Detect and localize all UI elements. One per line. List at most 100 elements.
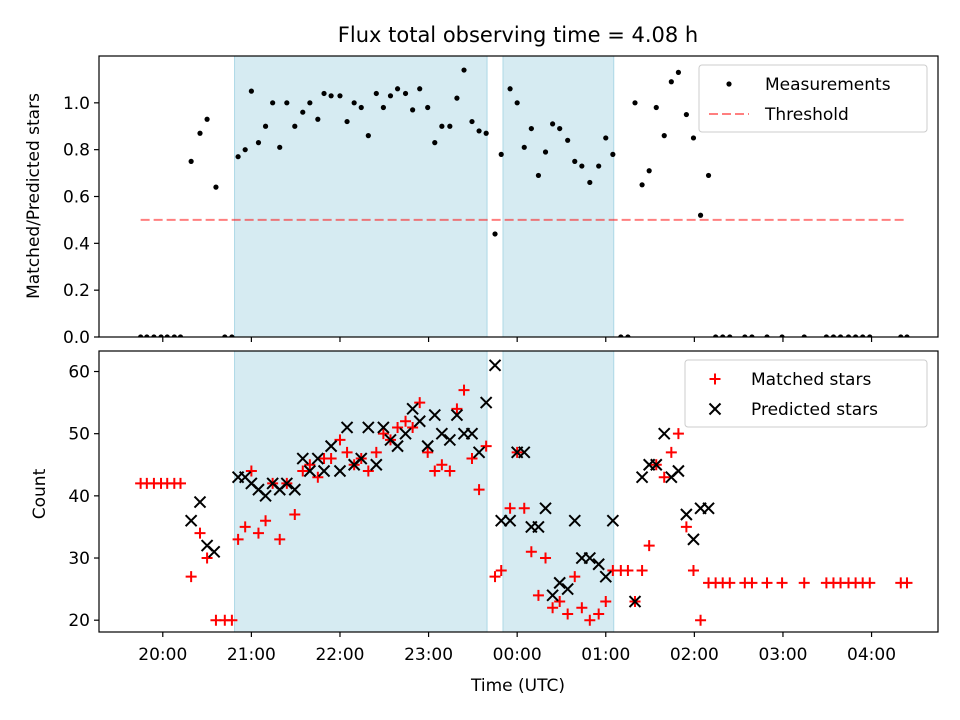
predicted-stars-point	[370, 458, 383, 471]
measurements-point	[476, 128, 482, 134]
predicted-stars-legend-label: Predicted stars	[751, 400, 878, 420]
matched-stars-point	[525, 546, 537, 558]
bottom-y-tick-label: 60	[68, 363, 90, 383]
measurements-legend-marker	[726, 81, 732, 87]
top-y-tick-label: 1.0	[63, 94, 90, 114]
predicted-stars-legend-marker	[708, 402, 722, 416]
measurements-point	[337, 93, 343, 99]
measurements-point	[351, 100, 357, 106]
measurements-legend-label: Measurements	[765, 75, 891, 95]
measurements-point	[262, 123, 269, 129]
matched-stars-point	[226, 614, 238, 626]
x-tick-label: 03:00	[758, 645, 807, 665]
predicted-stars-point	[340, 421, 354, 434]
predicted-stars-point	[391, 439, 404, 453]
matched-stars-point	[746, 577, 758, 589]
measurements-point	[579, 163, 585, 169]
measurements-point	[300, 109, 306, 115]
measurements-point	[507, 86, 513, 92]
matched-stars-point	[466, 453, 478, 465]
top-y-tick-label: 0.0	[63, 328, 90, 348]
measurements-point	[618, 334, 624, 337]
matched-stars-legend-label: Matched stars	[751, 370, 871, 390]
predicted-stars-point	[658, 427, 671, 440]
predicted-stars-point	[599, 570, 612, 583]
measurements-point	[164, 334, 170, 337]
predicted-stars-point	[362, 421, 375, 434]
matched-stars-point	[377, 428, 389, 440]
measurements-point	[845, 334, 852, 337]
predicted-stars-point	[443, 433, 457, 447]
top-y-tick-label: 0.8	[63, 141, 90, 161]
bottom-data-points	[135, 359, 913, 626]
matched-stars-point	[414, 397, 426, 409]
measurements-point	[749, 334, 755, 337]
matched-stars-legend-marker	[709, 373, 721, 385]
predicted-stars-point	[317, 464, 331, 478]
measurements-point	[321, 90, 327, 97]
measurements-point	[705, 172, 712, 179]
matched-stars-point	[562, 608, 574, 620]
measurements-point	[222, 334, 228, 337]
matched-stars-point	[672, 428, 684, 440]
measurements-point	[683, 111, 689, 118]
measurements-point	[713, 334, 719, 337]
matched-stars-point	[547, 602, 559, 614]
measurements-point	[358, 104, 364, 111]
measurements-point	[394, 86, 401, 92]
matched-stars-point	[239, 521, 251, 533]
measurements-point	[596, 163, 602, 169]
measurements-point	[229, 334, 235, 337]
predicted-stars-point	[687, 533, 700, 546]
measurements-point	[498, 151, 504, 157]
measurements-point	[764, 334, 770, 337]
predicted-stars-point	[428, 408, 441, 422]
predicted-stars-point	[333, 464, 347, 478]
measurements-point	[344, 118, 350, 125]
predicted-stars-point	[503, 514, 517, 527]
figure-title: Flux total observing time = 4.08 h	[338, 23, 698, 47]
matched-stars-point	[436, 459, 448, 471]
matched-stars-point	[584, 614, 596, 626]
matched-stars-point	[325, 453, 337, 465]
measurements-point	[255, 140, 262, 146]
bottom-y-tick-label: 20	[68, 611, 90, 631]
predicted-stars-point	[207, 545, 221, 559]
matched-stars-point	[576, 602, 588, 614]
matched-stars-point	[901, 577, 913, 589]
top-y-tick-label: 0.6	[63, 188, 90, 208]
measurements-point	[653, 104, 659, 111]
x-tick-label: 23:00	[404, 645, 453, 665]
predicted-stars-point	[479, 396, 493, 409]
predicted-stars-point	[546, 589, 559, 602]
measurements-point	[830, 334, 837, 337]
measurements-point	[898, 334, 904, 337]
bottom-axes-frame	[98, 350, 939, 633]
measurements-point	[639, 182, 645, 188]
matched-stars-point	[245, 465, 257, 477]
measurements-point	[697, 212, 704, 218]
x-tick-label: 02:00	[670, 645, 719, 665]
predicted-stars-point	[568, 514, 581, 527]
predicted-stars-point	[413, 415, 426, 428]
predicted-stars-point	[628, 595, 642, 608]
matched-stars-point	[687, 564, 699, 576]
matched-stars-point	[776, 577, 788, 589]
predicted-stars-point	[553, 576, 566, 590]
matched-stars-point	[532, 589, 544, 601]
matched-stars-point	[643, 540, 655, 552]
measurements-point	[823, 334, 829, 337]
predicted-stars-point	[488, 359, 502, 372]
top-y-tick-label: 0.4	[63, 234, 90, 254]
predicted-stars-point	[377, 421, 390, 434]
predicted-stars-point	[561, 582, 574, 596]
matched-stars-point	[622, 564, 634, 576]
measurements-point	[668, 79, 674, 85]
measurements-point	[144, 334, 150, 337]
measurements-point	[483, 130, 489, 136]
matched-stars-point	[260, 515, 272, 527]
matched-stars-point	[593, 608, 605, 620]
top-shaded-region-1	[234, 55, 488, 338]
predicted-stars-point	[324, 439, 338, 453]
matched-stars-point	[304, 459, 316, 471]
